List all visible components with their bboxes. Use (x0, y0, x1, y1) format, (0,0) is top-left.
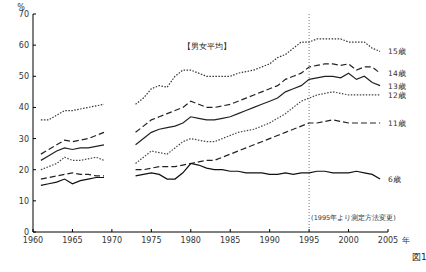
series-label: 6歳 (388, 175, 401, 184)
x-tick (111, 229, 112, 232)
y-axis (33, 14, 34, 232)
y-tick-label: 60 (19, 41, 29, 50)
x-tick (72, 229, 73, 232)
series-line (41, 64, 380, 154)
chart: 0102030405060701960196519701975198019851… (0, 0, 426, 272)
y-tick (33, 200, 36, 201)
series-line (41, 73, 380, 160)
x-tick-label: 1960 (23, 236, 43, 245)
x-tick (230, 229, 231, 232)
y-tick-label: 30 (19, 135, 29, 144)
x-tick (388, 229, 389, 232)
x-tick-label: 1975 (141, 236, 161, 245)
y-tick (33, 138, 36, 139)
x-tick-label: 2005 (378, 236, 398, 245)
y-tick-label: 50 (19, 72, 29, 81)
y-tick (33, 14, 36, 15)
x-tick (269, 229, 270, 232)
x-tick-label: 1985 (220, 236, 240, 245)
x-tick (348, 229, 349, 232)
series-line (41, 120, 380, 179)
y-tick-label: 10 (19, 197, 29, 206)
figure-label: 図1 (412, 252, 426, 262)
x-tick-label: 1980 (181, 236, 201, 245)
y-tick-label: 20 (19, 166, 29, 175)
x-axis-label: 年 (402, 236, 410, 245)
x-axis (33, 232, 388, 233)
annotation: (1995年より測定方法変更) (311, 214, 396, 222)
x-tick-label: 1995 (299, 236, 319, 245)
series-label: 15歳 (388, 47, 406, 56)
title: 【男女平均】 (183, 42, 231, 51)
y-tick (33, 107, 36, 108)
series-line (41, 92, 380, 170)
plot-area (41, 14, 380, 232)
x-tick-label: 2000 (338, 236, 358, 245)
y-axis-label: % (17, 3, 25, 12)
y-tick-label: 40 (19, 103, 29, 112)
series-label: 11歳 (388, 119, 406, 128)
series-label: 13歳 (388, 82, 406, 91)
x-tick (33, 229, 34, 232)
y-tick (33, 45, 36, 46)
y-tick (33, 169, 36, 170)
x-tick (190, 229, 191, 232)
x-tick-label: 1965 (62, 236, 82, 245)
series-label: 14歳 (388, 69, 406, 78)
x-tick (151, 229, 152, 232)
series-line (41, 163, 380, 185)
series-label: 12歳 (388, 91, 406, 100)
y-tick (33, 76, 36, 77)
x-tick-label: 1990 (259, 236, 279, 245)
x-tick-label: 1970 (102, 236, 122, 245)
